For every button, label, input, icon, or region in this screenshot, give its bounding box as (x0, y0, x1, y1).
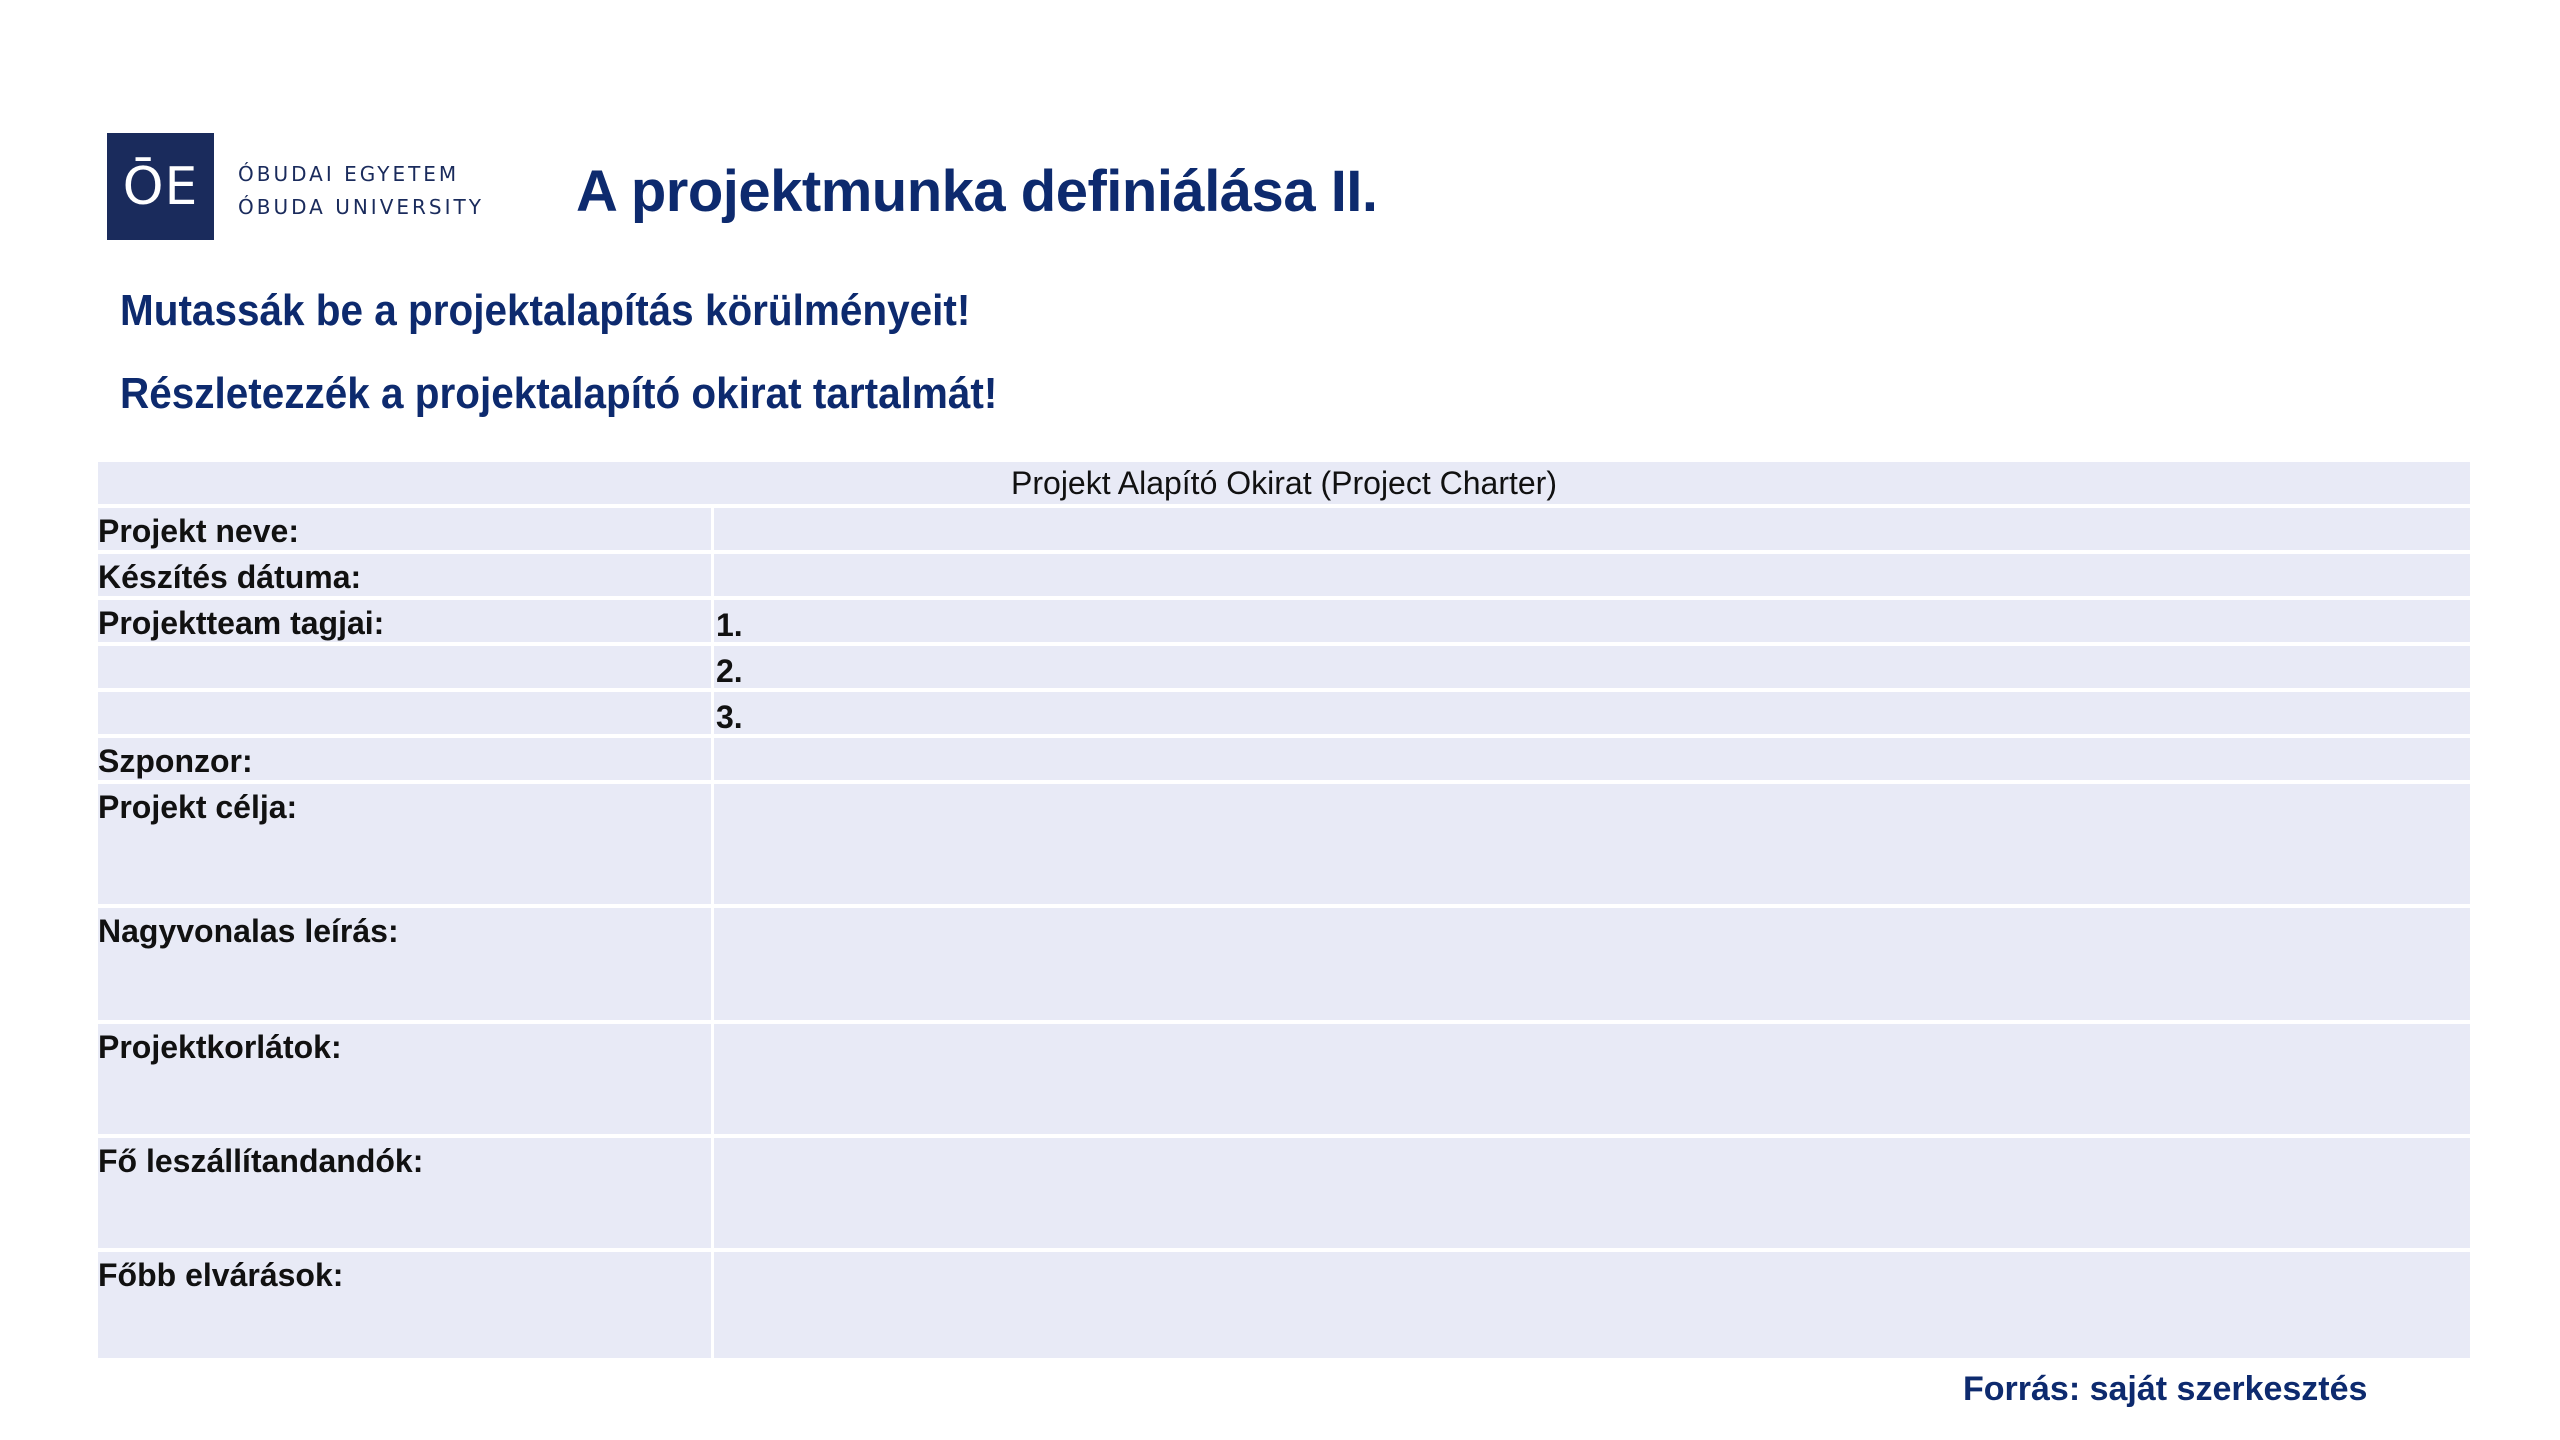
source-note: Forrás: saját szerkesztés (1963, 1370, 2368, 1408)
row-label-cell: Projekt célja: (98, 784, 711, 904)
charter-header: Projekt Alapító Okirat (Project Charter) (98, 462, 2470, 504)
row-label: Projektteam tagjai: (98, 605, 385, 641)
row-value-cell: 1. (714, 600, 2470, 643)
row-label: Projekt célja: (98, 789, 298, 825)
row-value-cell: 2. (714, 646, 2470, 689)
table-row: Projektteam tagjai: 1. (98, 600, 2470, 643)
table-row: Projekt neve: (98, 508, 2470, 550)
row-label: Szponzor: (98, 743, 253, 779)
row-label: Fő leszállítandandók: (98, 1143, 424, 1179)
table-row: Szponzor: (98, 738, 2470, 780)
logo-mark: ŌE (122, 156, 199, 217)
row-label-cell: Főbb elvárások: (98, 1252, 711, 1358)
row-value-cell (714, 784, 2470, 904)
row-value-cell: 3. (714, 692, 2470, 735)
table-row: 3. (98, 692, 2470, 735)
row-value-cell (714, 738, 2470, 780)
row-label-cell (98, 692, 711, 734)
question-2: Részletezzék a projektalapító okirat tar… (120, 369, 998, 418)
row-label-cell: Projektteam tagjai: (98, 600, 711, 642)
row-value-cell (714, 1024, 2470, 1134)
table-row: 2. (98, 646, 2470, 689)
table-row: Fő leszállítandandók: (98, 1138, 2470, 1248)
row-label-cell: Projektkorlátok: (98, 1024, 711, 1134)
row-label-cell: Szponzor: (98, 738, 711, 780)
table-row: Készítés dátuma: (98, 554, 2470, 596)
university-logo: ŌE (107, 133, 214, 240)
row-value-cell (714, 508, 2470, 550)
university-name-hu: ÓBUDAI EGYETEM (238, 162, 460, 186)
university-name: ÓBUDAI EGYETEM ÓBUDA UNIVERSITY (238, 158, 484, 224)
team-member-number: 2. (716, 653, 743, 689)
row-value-cell (714, 554, 2470, 596)
row-label: Projekt neve: (98, 513, 299, 549)
project-charter-table: Projekt Alapító Okirat (Project Charter)… (98, 462, 2470, 1358)
row-label: Nagyvonalas leírás: (98, 913, 399, 949)
question-1: Mutassák be a projektalapítás körülménye… (120, 286, 971, 335)
row-label-cell (98, 646, 711, 688)
table-row: Projekt célja: (98, 784, 2470, 904)
row-label: Projektkorlátok: (98, 1029, 342, 1065)
slide-title: A projektmunka definiálása II. (576, 159, 1378, 224)
row-label-cell: Fő leszállítandandók: (98, 1138, 711, 1248)
row-label-cell: Projekt neve: (98, 508, 711, 550)
row-value-cell (714, 1138, 2470, 1248)
table-row: Főbb elvárások: (98, 1252, 2470, 1358)
team-member-number: 1. (716, 607, 743, 643)
row-label: Készítés dátuma: (98, 559, 362, 595)
row-label-cell: Nagyvonalas leírás: (98, 908, 711, 1020)
row-label-cell: Készítés dátuma: (98, 554, 711, 596)
row-value-cell (714, 1252, 2470, 1358)
university-name-en: ÓBUDA UNIVERSITY (238, 195, 484, 219)
row-value-cell (714, 908, 2470, 1020)
row-label: Főbb elvárások: (98, 1257, 344, 1293)
table-row: Nagyvonalas leírás: (98, 908, 2470, 1020)
team-member-number: 3. (716, 699, 743, 735)
table-row: Projektkorlátok: (98, 1024, 2470, 1134)
